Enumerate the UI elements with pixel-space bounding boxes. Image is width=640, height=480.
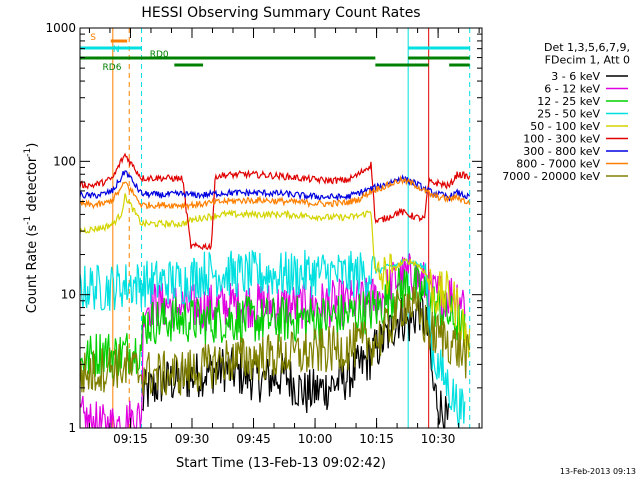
flag-label-s: S [90, 33, 96, 43]
y-axis-label-sup2: -1 [23, 148, 33, 157]
x-tick-label: 10:30 [421, 432, 456, 446]
series-line-4 [79, 193, 471, 358]
legend-entry-label: 7000 - 20000 keV [502, 170, 600, 183]
flag-label-n: N [113, 45, 120, 55]
flag-label-rd6: RD6 [103, 63, 122, 73]
plot-frame [79, 27, 483, 429]
svg-text:Count Rate (s-1 detector-1): Count Rate (s-1 detector-1) [23, 143, 40, 314]
flag-label-rd0: RD0 [150, 50, 169, 60]
legend-entry-label: 3 - 6 keV [551, 70, 600, 83]
y-axis-label: Count Rate (s-1 detector-1) [23, 143, 40, 314]
x-axis-label: Start Time (13-Feb-13 09:02:42) [176, 456, 386, 471]
chart-title: HESSI Observing Summary Count Rates [141, 5, 420, 21]
y-tick-label: 1 [68, 421, 76, 435]
plot-series-area [79, 152, 471, 429]
series-line-2 [79, 264, 466, 379]
footer-date: 13-Feb-2013 09:13 [560, 467, 636, 476]
legend-header-line: Det 1,3,5,6,7,9, [544, 41, 630, 54]
x-tick-label: 10:00 [298, 432, 333, 446]
observing-flags: S N RD0 RD6 [80, 33, 470, 73]
legend: Det 1,3,5,6,7,9,FDecim 1, Att 0 3 - 6 keV… [502, 41, 630, 183]
legend-entry-label: 12 - 25 keV [537, 95, 600, 108]
legend-entry-label: 300 - 800 keV [523, 145, 600, 158]
y-tick-label: 100 [53, 154, 76, 168]
legend-entry-label: 100 - 300 keV [523, 133, 600, 146]
y-axis: 1 10 100 1000 [45, 21, 482, 435]
y-tick-label: 1000 [45, 21, 76, 35]
series-line-0 [141, 284, 450, 429]
series-line-5 [79, 152, 471, 251]
x-tick-label: 09:45 [236, 432, 271, 446]
legend-entry-label: 800 - 7000 keV [516, 158, 600, 171]
legend-entry-label: 50 - 100 keV [530, 120, 600, 133]
x-tick-label: 10:15 [359, 432, 394, 446]
legend-entry-label: 25 - 50 keV [537, 108, 600, 121]
legend-header-line: FDecim 1, Att 0 [545, 54, 630, 67]
x-tick-label: 09:15 [113, 432, 148, 446]
legend-entry-label: 6 - 12 keV [544, 83, 600, 96]
x-tick-label: 09:30 [175, 432, 210, 446]
series-line-7 [79, 174, 471, 211]
y-axis-label-end: ) [25, 143, 40, 148]
x-axis: 09:15 09:30 09:45 10:00 10:15 10:30 [88, 28, 480, 446]
y-axis-label-sup1: -1 [23, 216, 33, 225]
y-tick-label: 10 [61, 288, 76, 302]
series-line-8 [79, 286, 471, 396]
y-axis-label-main: Count Rate (s [25, 225, 40, 314]
y-axis-label-mid: detector [25, 156, 40, 216]
